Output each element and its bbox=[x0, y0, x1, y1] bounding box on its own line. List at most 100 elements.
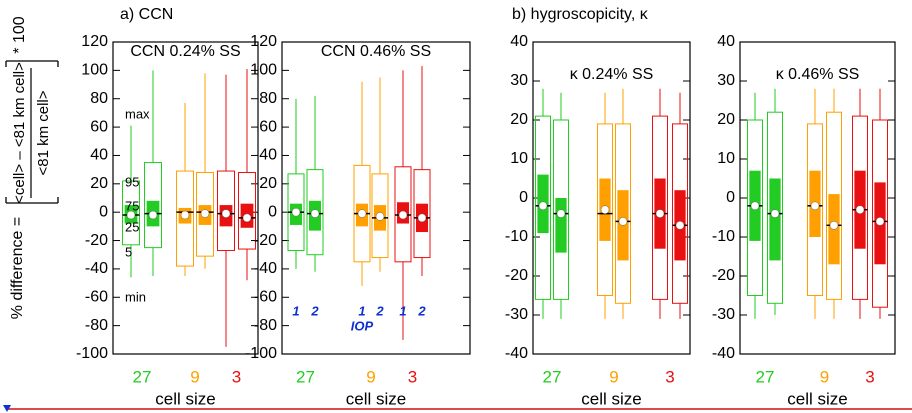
y-tick-label: 40 bbox=[510, 33, 528, 50]
annotation: 1 bbox=[399, 303, 406, 318]
y-tick-label: 100 bbox=[250, 62, 277, 79]
mean bbox=[855, 205, 865, 214]
mean bbox=[221, 209, 231, 218]
chart-title: CCN 0.46% SS bbox=[321, 43, 431, 60]
y-tick-label: 0 bbox=[519, 189, 528, 206]
y-tick-label: -30 bbox=[712, 306, 735, 323]
mean bbox=[655, 209, 665, 218]
x-axis-label: cell size bbox=[346, 389, 406, 408]
y-tick-label: -100 bbox=[245, 345, 277, 362]
y-tick-label: 0 bbox=[99, 203, 108, 220]
y-tick-label: 20 bbox=[717, 111, 735, 128]
x-tick-label: 9 bbox=[190, 367, 199, 386]
y-tick-label: -20 bbox=[254, 232, 277, 249]
outer-box bbox=[306, 169, 324, 256]
annotation: 5 bbox=[125, 244, 132, 259]
y-tick-label: 40 bbox=[717, 33, 735, 50]
annotation: max bbox=[125, 106, 150, 121]
panel-heading: a) CCN bbox=[120, 6, 173, 23]
x-tick-label: 9 bbox=[366, 367, 375, 386]
x-axis-label: cell size bbox=[787, 389, 847, 408]
annotation: 75 bbox=[125, 198, 139, 213]
mean bbox=[148, 210, 158, 220]
x-axis-label: cell size bbox=[155, 389, 215, 408]
x-tick-label: 27 bbox=[296, 367, 315, 386]
y-tick-label: -60 bbox=[254, 288, 277, 305]
y-tick-label: 60 bbox=[90, 118, 108, 135]
annotation: min bbox=[125, 289, 146, 304]
y-label-prefix: % difference = bbox=[9, 217, 26, 319]
y-label-factor: * 100 bbox=[11, 16, 28, 53]
outer-box bbox=[672, 123, 688, 304]
x-tick-label: 27 bbox=[133, 367, 152, 386]
y-tick-label: 20 bbox=[510, 111, 528, 128]
mean bbox=[310, 209, 320, 218]
x-tick-label: 9 bbox=[609, 367, 618, 386]
outer-box bbox=[122, 180, 140, 246]
y-tick-label: -20 bbox=[85, 232, 108, 249]
x-axis-label: cell size bbox=[581, 389, 641, 408]
mean bbox=[357, 209, 367, 218]
y-tick-label: 10 bbox=[717, 150, 735, 167]
mean bbox=[556, 209, 566, 218]
x-tick-label: 3 bbox=[865, 367, 874, 386]
y-tick-label: 0 bbox=[726, 189, 735, 206]
y-tick-label: -30 bbox=[505, 306, 528, 323]
y-tick-label: 30 bbox=[510, 72, 528, 89]
y-tick-label: 120 bbox=[250, 33, 277, 50]
y-tick-label: -40 bbox=[712, 345, 735, 362]
mean bbox=[770, 209, 780, 218]
chart-title: CCN 0.24% SS bbox=[130, 43, 240, 60]
y-tick-label: 20 bbox=[259, 175, 277, 192]
x-tick-label: 27 bbox=[543, 367, 562, 386]
inner-box bbox=[769, 178, 781, 261]
outer-box bbox=[217, 170, 235, 251]
panel-heading: b) hygroscopicity, κ bbox=[512, 6, 649, 23]
outer-box bbox=[144, 162, 162, 249]
chart-title: κ 0.24% SS bbox=[570, 66, 654, 83]
marker bbox=[3, 405, 11, 412]
mean bbox=[291, 207, 301, 217]
outer-box bbox=[413, 169, 431, 259]
y-tick-label: -10 bbox=[712, 228, 735, 245]
outer-box bbox=[553, 119, 569, 300]
annotation: IOP bbox=[351, 318, 374, 333]
y-tick-label: 100 bbox=[81, 62, 108, 79]
y-label-denominator: <81 km cell> bbox=[35, 90, 52, 175]
mean bbox=[200, 209, 210, 218]
mean bbox=[875, 217, 885, 226]
outer-box bbox=[826, 111, 842, 300]
y-tick-label: -40 bbox=[254, 260, 277, 277]
x-tick-label: 3 bbox=[232, 367, 241, 386]
y-tick-label: 40 bbox=[259, 147, 277, 164]
mean bbox=[126, 210, 136, 220]
y-tick-label: -100 bbox=[76, 345, 108, 362]
plot-frame bbox=[281, 41, 471, 355]
mean bbox=[242, 213, 252, 223]
mean bbox=[398, 210, 408, 220]
y-axis-label: % difference = <cell> – <81 km cell> <81… bbox=[5, 16, 59, 319]
mean bbox=[829, 221, 839, 230]
mean bbox=[675, 221, 685, 230]
mean bbox=[810, 201, 820, 211]
y-tick-label: 80 bbox=[259, 90, 277, 107]
plot-frame bbox=[112, 41, 259, 355]
y-tick-label: 40 bbox=[90, 147, 108, 164]
outer-box bbox=[767, 111, 783, 304]
x-tick-label: 3 bbox=[665, 367, 674, 386]
outer-box bbox=[535, 115, 551, 300]
outer-box bbox=[807, 123, 823, 297]
mean bbox=[180, 210, 190, 220]
outer-box bbox=[852, 115, 868, 300]
y-tick-label: -20 bbox=[712, 267, 735, 284]
y-tick-label: -60 bbox=[85, 288, 108, 305]
annotation: 25 bbox=[125, 219, 139, 234]
outer-box bbox=[238, 171, 256, 250]
outer-box bbox=[747, 119, 763, 296]
y-tick-label: -10 bbox=[505, 228, 528, 245]
annotation: 2 bbox=[310, 303, 319, 318]
annotation: 95 bbox=[125, 174, 139, 189]
mean bbox=[600, 205, 610, 214]
y-tick-label: 10 bbox=[510, 150, 528, 167]
chart-title: κ 0.46% SS bbox=[776, 66, 860, 83]
